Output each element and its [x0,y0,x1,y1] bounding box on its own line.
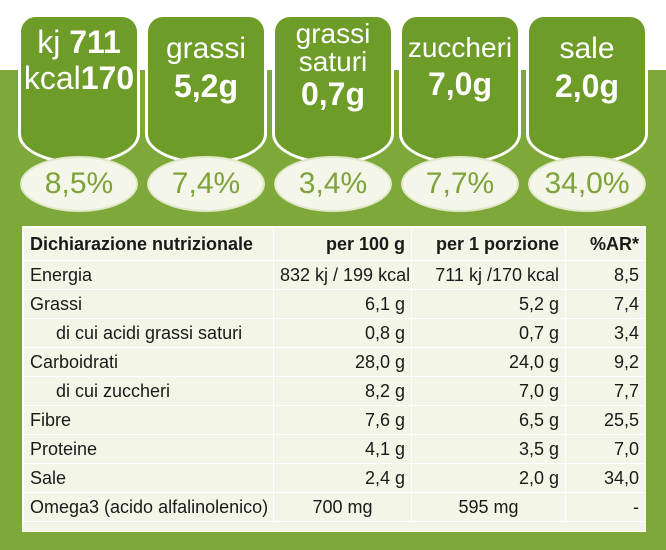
badge-saturated-label-2: saturi [298,46,368,77]
row-label: di cui zuccheri [23,376,274,406]
row-portion: 595 mg [411,492,566,522]
badge-saturated-fat: grassi saturi 0,7g 3,4% [272,14,394,212]
row-per100: 8,2 g [273,376,412,406]
table-row: di cui zuccheri 8,2 g 7,0 g 7,7 [23,376,646,406]
row-label: Sale [23,463,274,493]
row-label: Grassi [23,289,274,319]
badge-saturated-label-1: grassi [295,18,371,49]
badge-sugar-label: zuccheri [407,32,513,63]
badge-energy-percent: 8,5% [20,156,138,212]
badge-fat-value: 5,2g [173,68,239,104]
row-portion: 6,5 g [411,405,566,435]
row-portion: 7,0 g [411,376,566,406]
badge-energy-kcal-value: 170 [80,60,135,96]
badge-saturated-percent: 3,4% [274,156,392,212]
row-label: Energia [23,260,274,290]
table-row: Sale 2,4 g 2,0 g 34,0 [23,463,646,493]
row-per100: 28,0 g [273,347,412,377]
badge-energy-kj-label: kj [37,24,61,60]
table-row: Fibre 7,6 g 6,5 g 25,5 [23,405,646,435]
badge-salt-label: sale [559,32,615,65]
row-per100: 0,8 g [273,318,412,348]
nutrition-table: Dichiarazione nutrizionale per 100 g per… [23,227,646,522]
badge-salt-percent: 34,0% [528,156,646,212]
table-row: Proteine 4,1 g 3,5 g 7,0 [23,434,646,464]
table-row: di cui acidi grassi saturi 0,8 g 0,7 g 3… [23,318,646,348]
row-ar: 7,0 [565,434,646,464]
nutrition-badges: kj 711 kcal170 8,5% grassi 5,2g 7,4% gra… [18,14,648,214]
badge-fat: grassi 5,2g 7,4% [145,14,267,212]
row-portion: 24,0 g [411,347,566,377]
row-per100: 700 mg [273,492,412,522]
row-per100: 832 kj / 199 kcal [273,260,412,290]
badge-energy-kcal-label: kcal [23,60,81,96]
row-label: Fibre [23,405,274,435]
table-row: Carboidrati 28,0 g 24,0 g 9,2 [23,347,646,377]
nutrition-table-container: Dichiarazione nutrizionale per 100 g per… [22,226,646,532]
badge-energy: kj 711 kcal170 8,5% [18,14,140,212]
row-label: di cui acidi grassi saturi [23,318,274,348]
badge-fat-percent: 7,4% [147,156,265,212]
row-ar: 34,0 [565,463,646,493]
row-label: Omega3 (acido alfalinolenico) [23,492,274,522]
row-ar: 25,5 [565,405,646,435]
row-label: Proteine [23,434,274,464]
row-per100: 7,6 g [273,405,412,435]
row-ar: 9,2 [565,347,646,377]
badge-shield [272,14,394,164]
row-portion: 3,5 g [411,434,566,464]
row-portion: 711 kj /170 kcal [411,260,566,290]
row-ar: 3,4 [565,318,646,348]
header-per-portion: per 1 porzione [411,227,566,261]
badge-sugar-value: 7,0g [427,66,493,102]
badge-sugar: zuccheri 7,0g 7,7% [399,14,521,212]
header-ar: %AR* [565,227,646,261]
badge-salt-value: 2,0g [554,68,620,104]
row-ar: - [565,492,646,522]
row-per100: 6,1 g [273,289,412,319]
row-per100: 4,1 g [273,434,412,464]
badge-saturated-value: 0,7g [300,76,366,112]
table-row: Energia 832 kj / 199 kcal 711 kj /170 kc… [23,260,646,290]
header-per100: per 100 g [273,227,412,261]
table-row: Grassi 6,1 g 5,2 g 7,4 [23,289,646,319]
badge-shield [145,14,267,164]
table-row: Omega3 (acido alfalinolenico) 700 mg 595… [23,492,646,522]
row-portion: 2,0 g [411,463,566,493]
header-label: Dichiarazione nutrizionale [23,227,274,261]
badge-salt: sale 2,0g 34,0% [526,14,648,212]
badge-shield [526,14,648,164]
badge-fat-label: grassi [165,32,247,65]
row-ar: 7,7 [565,376,646,406]
row-ar: 7,4 [565,289,646,319]
badge-sugar-percent: 7,7% [401,156,519,212]
row-portion: 0,7 g [411,318,566,348]
row-label: Carboidrati [23,347,274,377]
row-per100: 2,4 g [273,463,412,493]
row-portion: 5,2 g [411,289,566,319]
badge-energy-kj-value: 711 [69,24,121,60]
table-header-row: Dichiarazione nutrizionale per 100 g per… [23,227,646,261]
row-ar: 8,5 [565,260,646,290]
